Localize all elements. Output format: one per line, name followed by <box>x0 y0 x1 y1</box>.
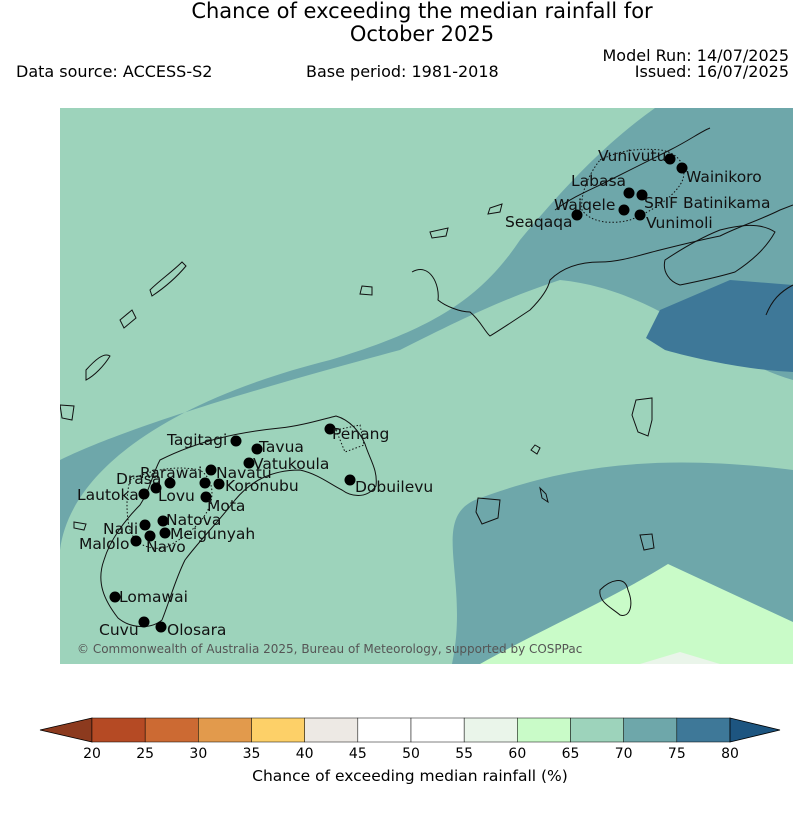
station-label-seaqaqa: Seaqaqa <box>505 213 573 231</box>
station-marker-olosara <box>155 621 167 633</box>
station-marker-mota <box>200 491 212 503</box>
station-markers: Vunivutu Wainikoro Labasa SRIF Batinikama Wa… <box>77 147 770 639</box>
colorbar-tick-20: 20 <box>83 746 101 762</box>
station-marker-srif-batinikama <box>636 189 648 201</box>
colorbar-tick-75: 75 <box>668 746 686 762</box>
station-marker-vunivutu <box>664 153 676 165</box>
station-label-vunimoli: Vunimoli <box>646 214 713 232</box>
station-label-vunivutu: Vunivutu <box>598 147 666 165</box>
station-label-vatukoula: Vatukoula <box>253 455 329 473</box>
station-marker-navatu <box>213 478 225 490</box>
station-marker-drasa <box>164 477 176 489</box>
data-source: Data source: ACCESS-S2 <box>16 62 213 81</box>
colorbar-extend-low <box>39 717 93 743</box>
station-marker-malolo <box>130 535 142 547</box>
station-label-lomawai: Lomawai <box>119 588 188 606</box>
coastlines <box>60 127 793 627</box>
copyright-text: © Commonwealth of Australia 2025, Bureau… <box>77 642 582 656</box>
station-label-mota: Mota <box>207 497 245 515</box>
colorbar-segment-45-50 <box>357 717 412 743</box>
station-label-drasa: Drasa <box>116 470 161 488</box>
station-label-dobuilevu: Dobuilevu <box>355 478 433 496</box>
station-label-malolo: Malolo <box>79 535 129 553</box>
colorbar-tick-30: 30 <box>189 746 207 762</box>
colorbar-tick-55: 55 <box>455 746 473 762</box>
station-label-olosara: Olosara <box>167 621 226 639</box>
colorbar-tick-45: 45 <box>349 746 367 762</box>
station-marker-lovu <box>150 482 162 494</box>
model-run: Model Run: 14/07/2025 <box>602 46 790 65</box>
band-70-75 <box>60 108 793 664</box>
station-marker-seaqaqa <box>571 209 583 221</box>
station-label-nadi: Nadi <box>103 520 138 538</box>
colorbar-tick-35: 35 <box>243 746 261 762</box>
station-marker-penang <box>324 423 336 435</box>
station-label-rarawai: Rarawai <box>140 464 202 482</box>
station-label-tavua: Tavua <box>258 438 304 456</box>
station-label-waiqele: Waiqele <box>554 196 615 214</box>
colorbar-segment-40-45 <box>304 717 359 743</box>
station-label-wainikoro: Wainikoro <box>686 168 762 186</box>
chart-title: Chance of exceeding the median rainfall … <box>0 0 804 46</box>
colorbar-segment-70-75 <box>623 717 678 743</box>
map-panel: © Commonwealth of Australia 2025, Bureau… <box>60 108 793 664</box>
colorbar: 20 25 30 35 40 45 50 55 60 65 70 75 80 <box>39 717 781 762</box>
station-marker-meigunyah <box>159 527 171 539</box>
station-marker-rarawai <box>205 464 217 476</box>
station-label-navatu: Navatu <box>216 464 272 482</box>
base-period: Base period: 1981-2018 <box>306 62 499 81</box>
station-marker-wainikoro <box>676 162 688 174</box>
station-label-lautoka: Lautoka <box>77 486 139 504</box>
station-marker-tagitagi <box>230 435 242 447</box>
title-line-2: October 2025 <box>349 22 495 46</box>
station-marker-lautoka <box>138 488 150 500</box>
colorbar-segment-50-55 <box>410 717 465 743</box>
station-marker-dobuilevu <box>344 474 356 486</box>
station-label-natova: Natova <box>166 511 221 529</box>
station-label-srif-batinikama: SRIF Batinikama <box>644 194 770 212</box>
colorbar-extend-high <box>729 717 781 743</box>
station-label-labasa: Labasa <box>571 172 626 190</box>
band-60-65 <box>480 564 793 664</box>
station-marker-natova <box>157 515 169 527</box>
station-label-penang: Penang <box>332 425 389 443</box>
colorbar-title: Chance of exceeding median rainfall (%) <box>252 767 568 785</box>
station-marker-tavua <box>251 443 263 455</box>
colorbar-tick-25: 25 <box>136 746 154 762</box>
colorbar-segment-60-65 <box>517 717 571 743</box>
station-marker-vunimoli <box>634 209 646 221</box>
station-label-lovu: Lovu <box>158 487 195 505</box>
station-marker-navo <box>144 530 156 542</box>
colorbar-tick-65: 65 <box>562 746 580 762</box>
colorbar-segment-20-25 <box>91 717 146 743</box>
station-label-koronubu: Koronubu <box>225 477 299 495</box>
title-line-1: Chance of exceeding the median rainfall … <box>191 0 653 23</box>
station-marker-koronubu <box>199 477 211 489</box>
station-marker-waiqele <box>618 204 630 216</box>
colorbar-tick-80: 80 <box>721 746 739 762</box>
colorbar-segment-55-60 <box>463 717 518 743</box>
colorbar-tick-70: 70 <box>615 746 633 762</box>
station-marker-labasa <box>623 187 635 199</box>
station-label-cuvu: Cuvu <box>99 621 139 639</box>
station-marker-cuvu <box>138 616 150 628</box>
band-55-60 <box>640 652 720 664</box>
station-label-navo: Navo <box>146 538 186 556</box>
station-marker-vatukoula <box>243 457 255 469</box>
band-75-80 <box>646 280 793 372</box>
colorbar-segment-25-30 <box>144 717 199 743</box>
station-marker-nadi <box>139 519 151 531</box>
colorbar-tick-40: 40 <box>296 746 314 762</box>
colorbar-segment-30-35 <box>198 717 252 743</box>
issued-date: Issued: 16/07/2025 <box>634 62 789 81</box>
colorbar-tick-50: 50 <box>402 746 420 762</box>
colorbar-tick-60: 60 <box>508 746 526 762</box>
station-label-meigunyah: Meigunyah <box>170 525 255 543</box>
colorbar-segment-35-40 <box>251 717 305 743</box>
station-marker-lomawai <box>109 591 121 603</box>
station-label-tagitagi: Tagitagi <box>166 431 227 449</box>
colorbar-segment-75-80 <box>676 717 731 743</box>
colorbar-segment-65-70 <box>570 717 624 743</box>
